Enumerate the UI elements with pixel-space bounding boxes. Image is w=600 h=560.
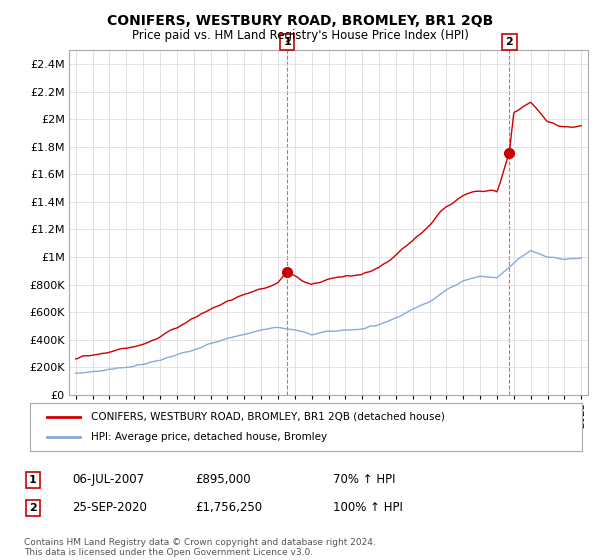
Text: Contains HM Land Registry data © Crown copyright and database right 2024.
This d: Contains HM Land Registry data © Crown c… — [24, 538, 376, 557]
Text: 1: 1 — [29, 475, 37, 485]
Text: 25-SEP-2020: 25-SEP-2020 — [72, 501, 147, 515]
Text: £1,756,250: £1,756,250 — [195, 501, 262, 515]
Text: CONIFERS, WESTBURY ROAD, BROMLEY, BR1 2QB (detached house): CONIFERS, WESTBURY ROAD, BROMLEY, BR1 2Q… — [91, 412, 445, 422]
Text: 06-JUL-2007: 06-JUL-2007 — [72, 473, 144, 487]
Text: 2: 2 — [505, 37, 513, 47]
Text: Price paid vs. HM Land Registry's House Price Index (HPI): Price paid vs. HM Land Registry's House … — [131, 29, 469, 42]
Text: 70% ↑ HPI: 70% ↑ HPI — [333, 473, 395, 487]
Text: HPI: Average price, detached house, Bromley: HPI: Average price, detached house, Brom… — [91, 432, 327, 442]
Text: 2: 2 — [29, 503, 37, 513]
Text: 100% ↑ HPI: 100% ↑ HPI — [333, 501, 403, 515]
Text: £895,000: £895,000 — [195, 473, 251, 487]
Text: 1: 1 — [283, 37, 291, 47]
Text: CONIFERS, WESTBURY ROAD, BROMLEY, BR1 2QB: CONIFERS, WESTBURY ROAD, BROMLEY, BR1 2Q… — [107, 14, 493, 28]
